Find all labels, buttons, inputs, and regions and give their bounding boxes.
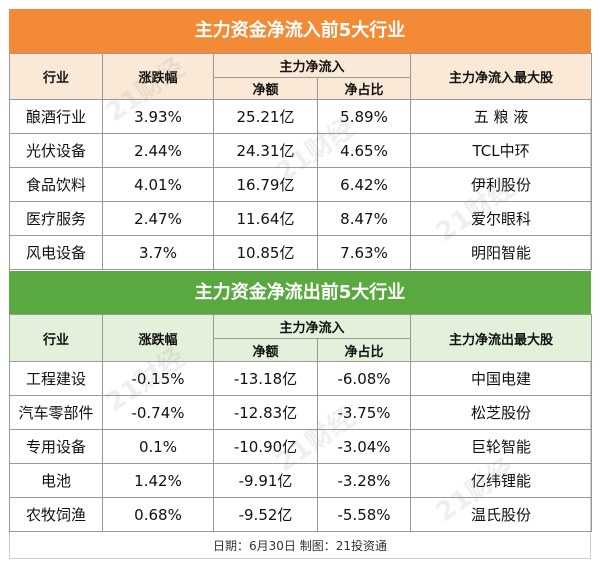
cell-industry: 医疗服务	[9, 201, 103, 236]
cell-industry: 光伏设备	[9, 133, 103, 168]
header-change: 涨跌幅	[102, 314, 214, 362]
cell-change: 1.42%	[102, 463, 214, 498]
header-ratio: 净占比	[316, 338, 412, 362]
table-row: 酿酒行业 3.93% 25.21亿 5.89% 五 粮 液	[9, 99, 593, 134]
header-top-stock: 主力净流出最大股	[410, 314, 593, 362]
cell-stock: 松芝股份	[410, 395, 593, 430]
cell-stock: 爱尔眼科	[410, 201, 593, 236]
cell-stock: 明阳智能	[410, 235, 593, 270]
cell-change: 2.44%	[102, 133, 214, 168]
cell-ratio: -3.04%	[316, 429, 412, 464]
cell-amount: -9.91亿	[213, 463, 318, 498]
cell-stock: 温氏股份	[410, 497, 593, 532]
cell-change: 0.68%	[102, 497, 214, 532]
cell-change: 0.1%	[102, 429, 214, 464]
cell-stock: 巨轮智能	[410, 429, 593, 464]
cell-change: -0.74%	[102, 395, 214, 430]
cell-change: 3.7%	[102, 235, 214, 270]
inflow-title: 主力资金净流入前5大行业	[9, 9, 591, 53]
header-netflow: 主力净流入	[212, 314, 412, 339]
table-row: 工程建设 -0.15% -13.18亿 -6.08% 中国电建	[9, 361, 593, 396]
inflow-table: 行业 涨跌幅 主力净流入 主力净流入最大股 净额 净占比 酿酒行业 3.93% 25…	[9, 53, 593, 270]
cell-industry: 专用设备	[9, 429, 103, 464]
cell-industry: 食品饮料	[9, 167, 103, 202]
table-row: 风电设备 3.7% 10.85亿 7.63% 明阳智能	[9, 235, 593, 270]
table-row: 农牧饲渔 0.68% -9.52亿 -5.58% 温氏股份	[9, 497, 593, 532]
cell-industry: 风电设备	[9, 235, 103, 270]
header-top-stock: 主力净流入最大股	[410, 53, 593, 100]
table-row: 专用设备 0.1% -10.90亿 -3.04% 巨轮智能	[9, 429, 593, 464]
cell-amount: -9.52亿	[213, 497, 318, 532]
cell-amount: 10.85亿	[213, 235, 318, 270]
table-row: 光伏设备 2.44% 24.31亿 4.65% TCL中环	[9, 133, 593, 168]
table-row: 医疗服务 2.47% 11.64亿 8.47% 爱尔眼科	[9, 201, 593, 236]
cell-industry: 农牧饲渔	[9, 497, 103, 532]
cell-change: 4.01%	[102, 167, 214, 202]
header-ratio: 净占比	[316, 76, 412, 100]
cell-industry: 汽车零部件	[9, 395, 103, 430]
table-row: 汽车零部件 -0.74% -12.83亿 -3.75% 松芝股份	[9, 395, 593, 430]
cell-ratio: -5.58%	[316, 497, 412, 532]
outflow-table: 行业 涨跌幅 主力净流入 主力净流出最大股 净额 净占比 工程建设 -0.15% -…	[9, 314, 593, 532]
cell-change: 2.47%	[102, 201, 214, 236]
cell-change: 3.93%	[102, 99, 214, 134]
cell-industry: 电池	[9, 463, 103, 498]
outflow-title: 主力资金净流出前5大行业	[9, 271, 591, 314]
header-industry: 行业	[9, 53, 103, 100]
cell-stock: 五 粮 液	[410, 99, 593, 134]
cell-ratio: 6.42%	[316, 167, 412, 202]
cell-ratio: 4.65%	[316, 133, 412, 168]
header-netflow: 主力净流入	[212, 53, 412, 78]
cell-ratio: -3.28%	[316, 463, 412, 498]
cell-stock: 伊利股份	[410, 167, 593, 202]
cell-stock: 中国电建	[410, 361, 593, 396]
table-row: 电池 1.42% -9.91亿 -3.28% 亿纬锂能	[9, 463, 593, 498]
header-amount: 净额	[213, 76, 318, 100]
cell-amount: 11.64亿	[213, 201, 318, 236]
table-row: 食品饮料 4.01% 16.79亿 6.42% 伊利股份	[9, 167, 593, 202]
cell-amount: -13.18亿	[213, 361, 318, 396]
cell-amount: 16.79亿	[213, 167, 318, 202]
cell-industry: 工程建设	[9, 361, 103, 396]
cell-amount: -10.90亿	[213, 429, 318, 464]
cell-amount: 24.31亿	[213, 133, 318, 168]
cell-ratio: 5.89%	[316, 99, 412, 134]
cell-ratio: -6.08%	[316, 361, 412, 396]
footer-credit: 日期：6月30日 制图：21投资通	[9, 531, 591, 560]
cell-ratio: 8.47%	[316, 201, 412, 236]
header-change: 涨跌幅	[102, 53, 214, 100]
cell-ratio: -3.75%	[316, 395, 412, 430]
header-amount: 净额	[213, 338, 318, 362]
header-industry: 行业	[9, 314, 103, 362]
cell-change: -0.15%	[102, 361, 214, 396]
cell-ratio: 7.63%	[316, 235, 412, 270]
cell-amount: 25.21亿	[213, 99, 318, 134]
cell-stock: 亿纬锂能	[410, 463, 593, 498]
cell-amount: -12.83亿	[213, 395, 318, 430]
cell-industry: 酿酒行业	[9, 99, 103, 134]
cell-stock: TCL中环	[410, 133, 593, 168]
